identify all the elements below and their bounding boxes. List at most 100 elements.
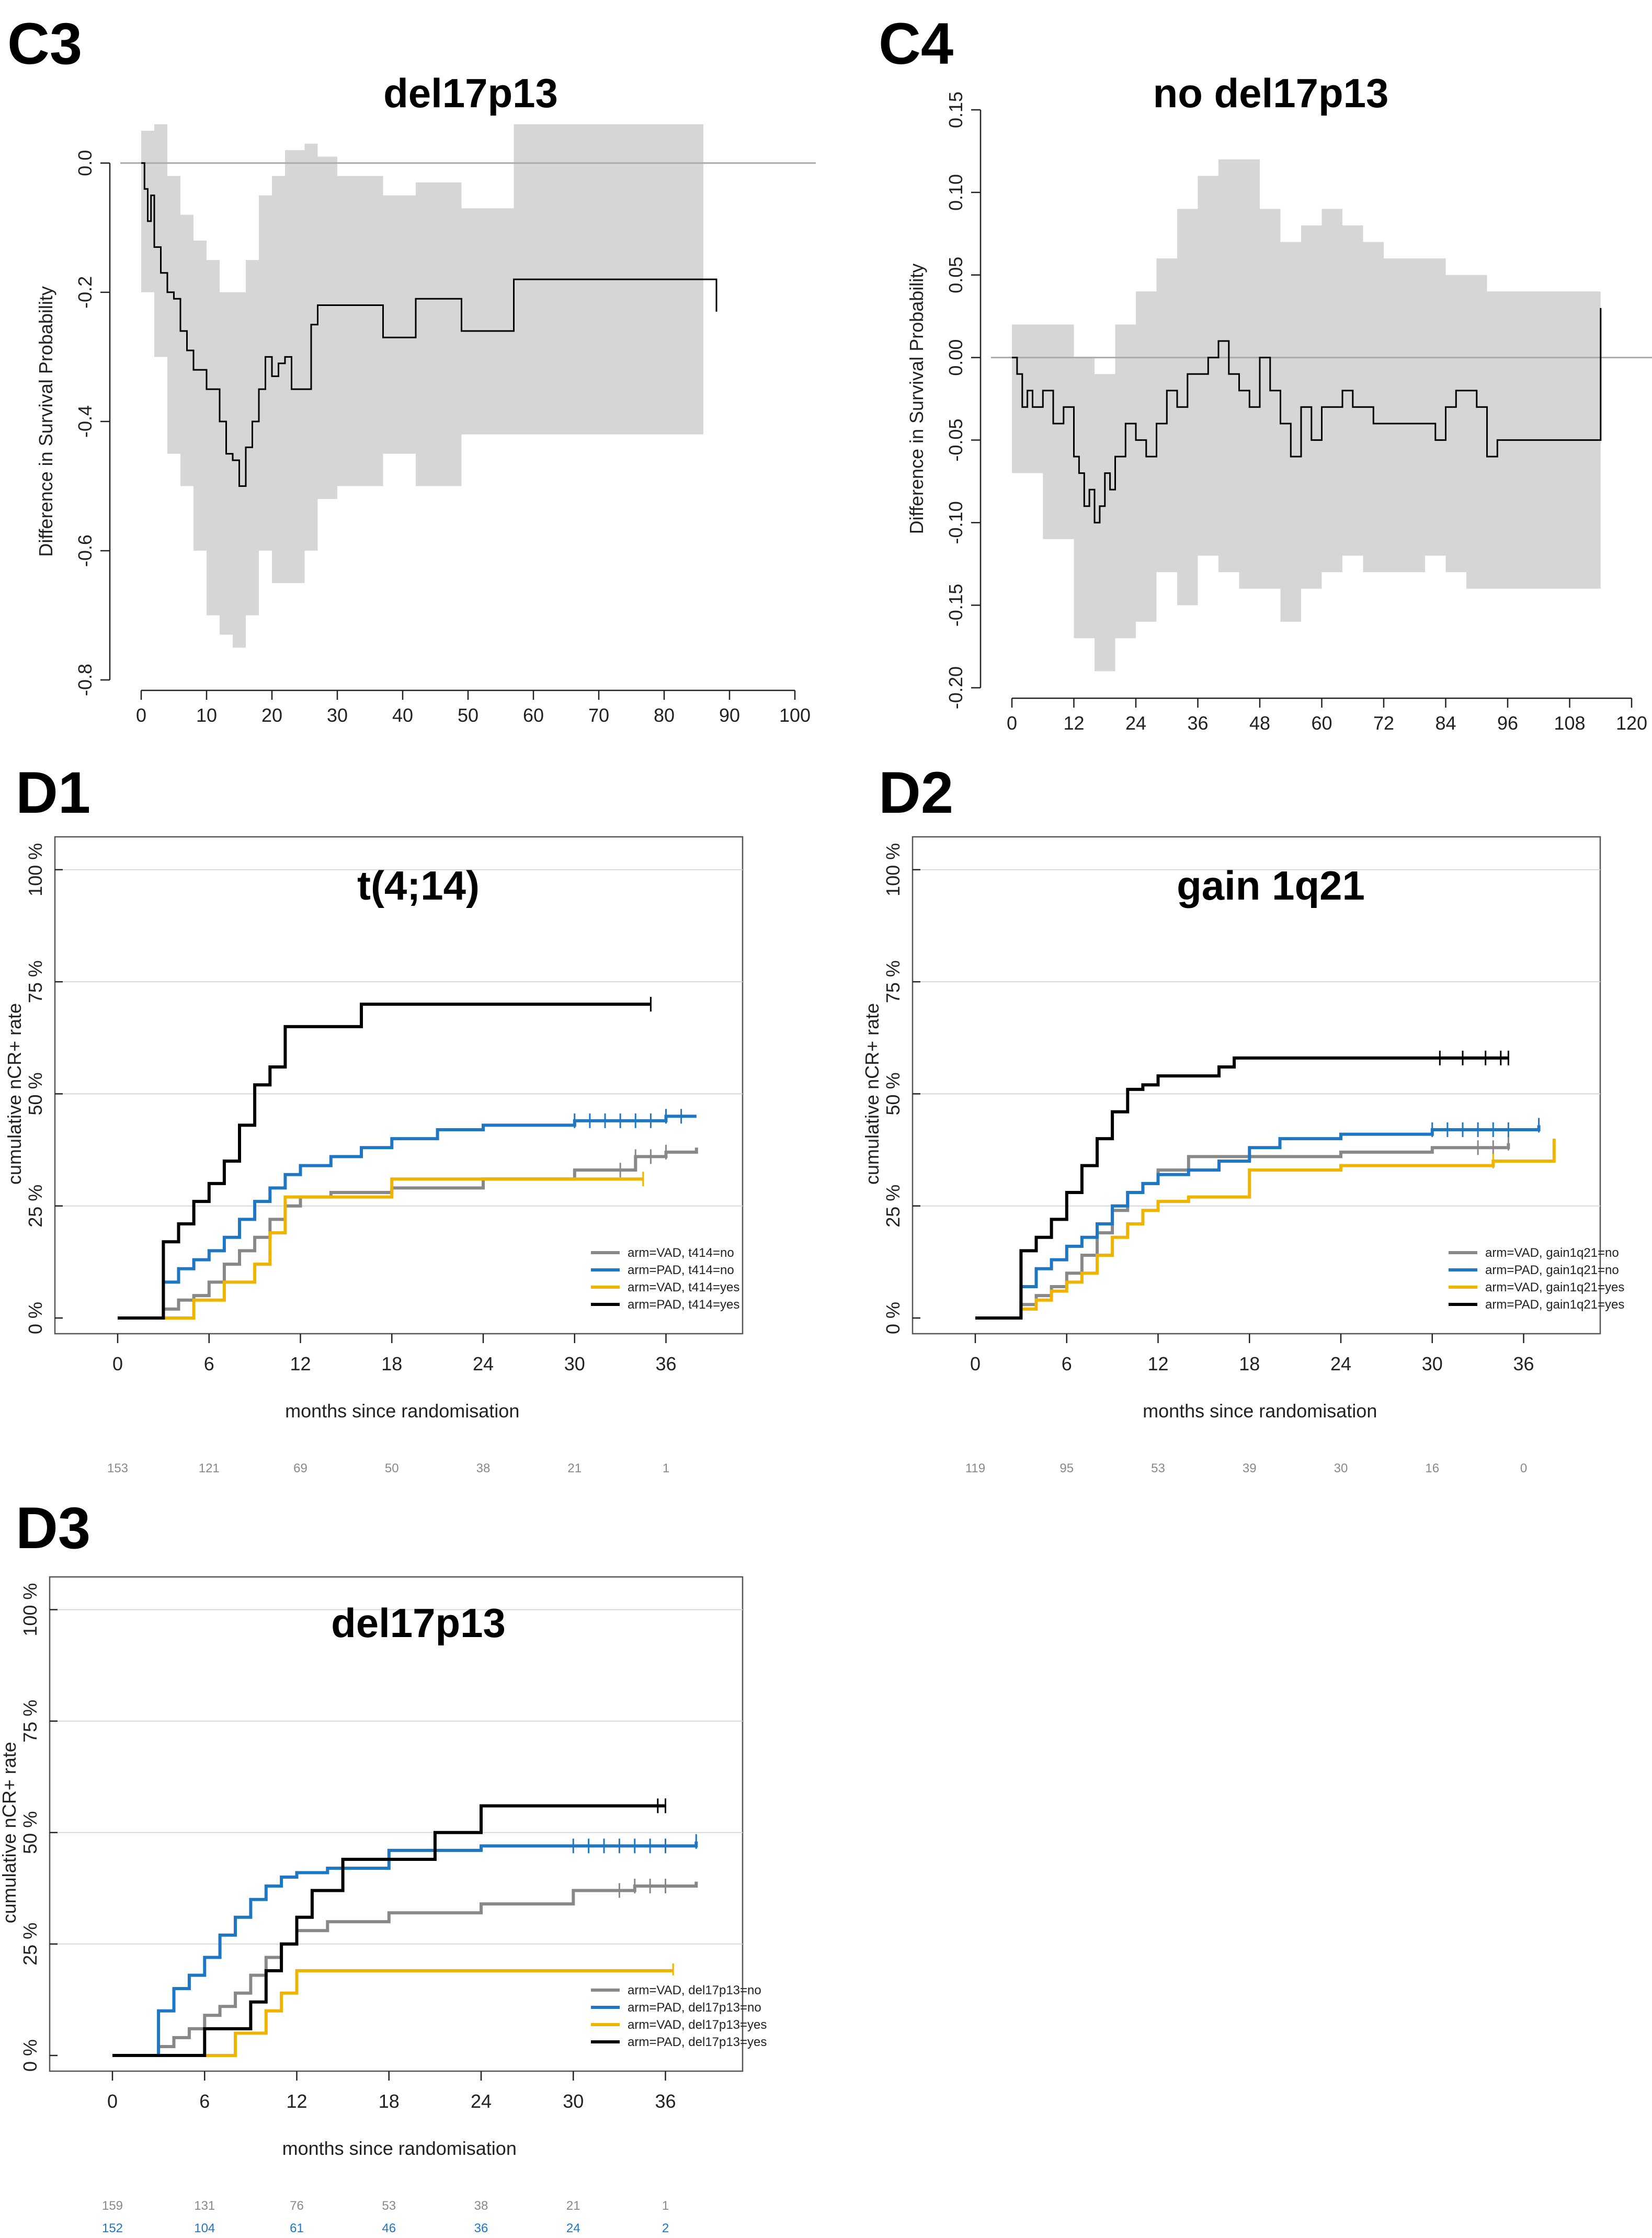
risk-table-cell: 121 — [199, 1461, 220, 1475]
legend-label: arm=VAD, t414=no — [628, 1246, 734, 1260]
legend-label: arm=VAD, gain1q21=yes — [1485, 1280, 1624, 1294]
y-tick-label: 75 % — [882, 960, 904, 1003]
risk-table-cell: 36 — [474, 2221, 488, 2235]
legend-label: arm=PAD, gain1q21=yes — [1485, 1298, 1624, 1312]
risk-table-cell: 2 — [662, 2221, 669, 2235]
legend-label: arm=PAD, gain1q21=no — [1485, 1263, 1619, 1277]
chart-title: del17p13 — [331, 1600, 506, 1646]
panel-label: C4 — [879, 11, 954, 76]
x-tick-label: 36 — [655, 1353, 676, 1374]
x-axis-label: months since randomisation — [282, 2138, 517, 2159]
confidence-band — [141, 124, 703, 648]
y-tick-label: 100 % — [882, 843, 904, 896]
y-tick-label: -0.20 — [945, 666, 966, 709]
x-tick-label: 20 — [261, 705, 282, 726]
y-tick-label: -0.2 — [74, 276, 96, 309]
chart-title: gain 1q21 — [1177, 862, 1365, 908]
y-tick-label: 25 % — [19, 1923, 41, 1966]
x-tick-label: 120 — [1616, 712, 1647, 734]
risk-table-cell: 25 — [567, 1484, 582, 1485]
risk-table-cell: 49 — [385, 1484, 399, 1485]
x-tick-label: 96 — [1497, 712, 1518, 734]
km-curve — [112, 1969, 674, 2057]
risk-table-cell: 16 — [1425, 1461, 1439, 1475]
panel-c4: C4 no del17p13 0.15 0.10 0.05 0.00 -0.05 -0.10… — [858, 0, 1652, 743]
chart-title: del17p13 — [383, 70, 558, 116]
km-curve — [118, 1115, 697, 1320]
x-tick-label: 50 — [458, 705, 478, 726]
legend-label: arm=VAD, gain1q21=no — [1485, 1246, 1619, 1260]
x-tick-label: 6 — [199, 2091, 210, 2112]
risk-table-cell: 46 — [382, 2221, 396, 2235]
km-curve — [118, 1003, 651, 1320]
x-tick-label: 0 — [970, 1353, 981, 1374]
y-tick-label: -0.8 — [74, 664, 96, 696]
legend-label: arm=VAD, del17p13=yes — [628, 2018, 767, 2032]
risk-table-cell: 110 — [965, 1484, 985, 1485]
panel-label: D1 — [16, 760, 91, 825]
risk-table-cell: 21 — [567, 1461, 582, 1475]
chart-d1: t(4;14) arm=VAD, t414=no arm=PAD, t414=no a… — [4, 836, 744, 1543]
risk-table-cell: 36 — [1243, 1484, 1257, 1485]
km-curve — [112, 1881, 698, 2057]
km-curve — [975, 1139, 1556, 1320]
chart-title: no del17p13 — [1153, 70, 1389, 116]
x-tick-label: 18 — [1239, 1353, 1260, 1374]
legend-label: arm=PAD, t414=yes — [628, 1298, 739, 1312]
risk-table-cell: 95 — [1059, 1461, 1074, 1475]
y-axis-label: cumulative nCR+ rate — [4, 1003, 25, 1185]
y-tick-label: 100 % — [25, 843, 46, 896]
x-tick-label: 0 — [112, 1353, 123, 1374]
x-tick-label: 100 — [779, 705, 811, 726]
y-tick-label: 0.0 — [74, 150, 96, 176]
panel-d1: D1 t(4;14) arm=VAD, t414=no arm=PAD, t414=… — [0, 753, 784, 1543]
y-tick-label: 100 % — [19, 1583, 41, 1637]
risk-table-cell: 24 — [566, 2221, 580, 2235]
y-tick-label: 50 % — [882, 1072, 904, 1115]
y-tick-label: -0.05 — [945, 418, 966, 461]
y-tick-label: 25 % — [882, 1185, 904, 1228]
chart-d3: del17p13 arm=VAD, del17p13=no arm=PAD, del… — [0, 1576, 767, 2235]
x-tick-label: 48 — [1249, 712, 1270, 734]
x-tick-label: 6 — [1062, 1353, 1072, 1374]
x-tick-label: 80 — [654, 705, 675, 726]
risk-table-cell: 38 — [476, 1461, 491, 1475]
risk-table-cell: 50 — [385, 1461, 399, 1475]
y-tick-label: 0.15 — [945, 92, 966, 128]
x-tick-label: 6 — [204, 1353, 214, 1374]
risk-table-cell: 76 — [290, 2199, 304, 2213]
risk-table-cell: 1 — [663, 1461, 669, 1475]
y-tick-label: 50 % — [19, 1811, 41, 1854]
legend-label: arm=PAD, t414=no — [628, 1263, 734, 1277]
km-curve — [118, 1177, 643, 1320]
x-tick-label: 30 — [563, 2091, 584, 2112]
legend-label: arm=VAD, t414=yes — [628, 1280, 739, 1294]
risk-table-cell: 1 — [662, 2199, 669, 2213]
risk-table-cell: 80 — [1059, 1484, 1074, 1485]
x-tick-label: 24 — [471, 2091, 492, 2112]
x-tick-label: 70 — [588, 705, 609, 726]
x-tick-label: 90 — [719, 705, 740, 726]
risk-table-cell: 153 — [107, 1461, 128, 1475]
y-tick-label: -0.4 — [74, 405, 96, 438]
risk-table-cell: 53 — [382, 2199, 396, 2213]
x-tick-label: 24 — [1330, 1353, 1351, 1374]
x-tick-label: 30 — [564, 1353, 585, 1374]
x-tick-label: 108 — [1554, 712, 1585, 734]
y-tick-label: 50 % — [25, 1072, 46, 1115]
x-tick-label: 12 — [1147, 1353, 1168, 1374]
difference-line — [141, 162, 717, 487]
risk-table-cell: 0 — [1520, 1461, 1527, 1475]
x-axis-label: months since randomisation — [1143, 1400, 1377, 1422]
km-curve — [975, 1143, 1510, 1320]
km-curve — [118, 1148, 698, 1320]
legend-label: arm=PAD, del17p13=no — [628, 2001, 761, 2015]
panel-c3: C3 del17p13 0.0 -0.2 -0.4 -0.6 -0.8 Difference… — [0, 0, 816, 743]
x-tick-label: 0 — [136, 705, 146, 726]
risk-table-cell: 2 — [1520, 1484, 1527, 1485]
km-curve — [112, 1841, 698, 2057]
y-tick-label: -0.15 — [945, 584, 966, 627]
risk-table-cell: 3 — [663, 1484, 669, 1485]
x-tick-label: 36 — [1513, 1353, 1534, 1374]
y-tick-label: 0.00 — [945, 339, 966, 376]
